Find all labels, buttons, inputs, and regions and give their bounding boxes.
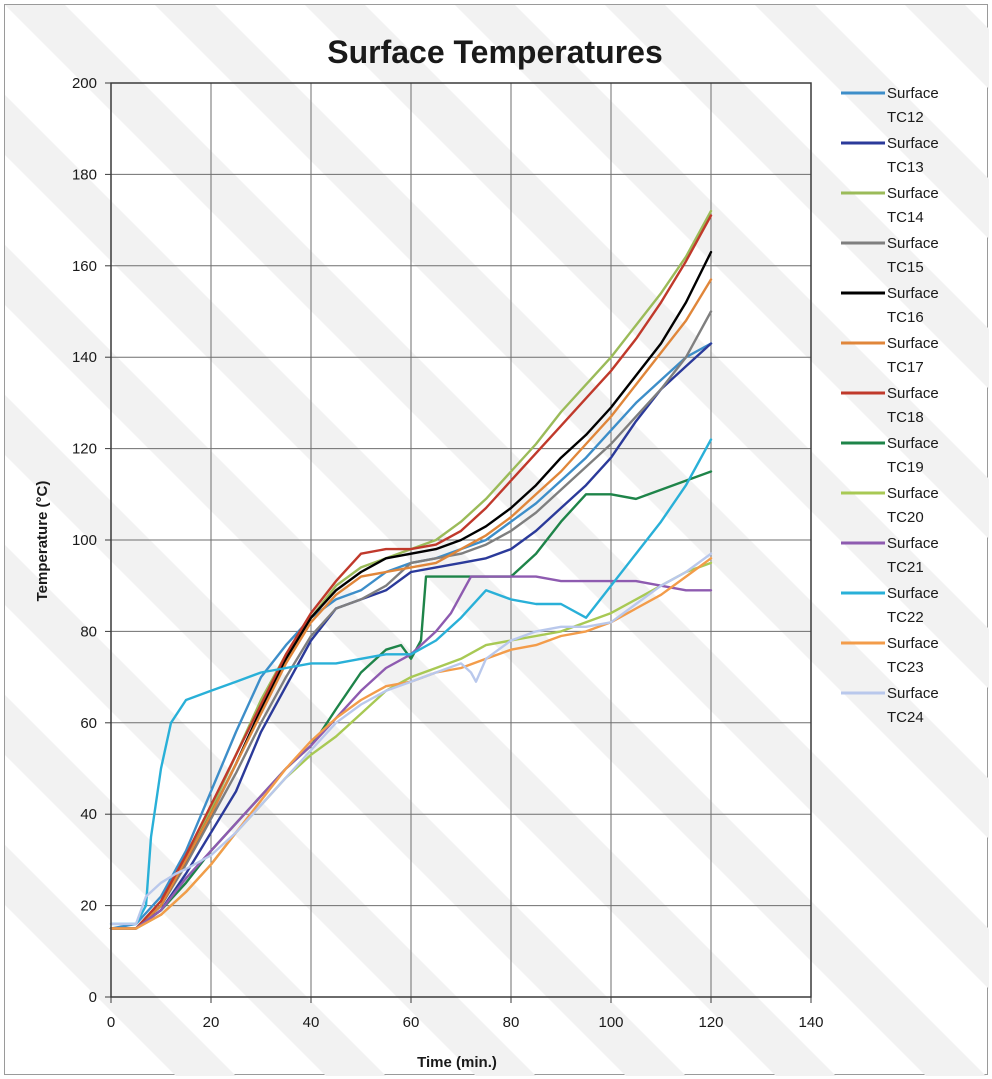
watermark-band <box>5 245 836 1076</box>
x-tick-label: 60 <box>403 1014 420 1031</box>
series-line-surface-tc22 <box>109 438 713 926</box>
y-tick-label: 80 <box>80 623 97 640</box>
legend-item: Surface TC17 <box>841 335 939 376</box>
y-tick-label: 40 <box>80 806 97 823</box>
series-line-surface-tc24 <box>109 552 713 926</box>
y-tick-labels: 0 20 40 60 80 100 120 140 160 180 200 <box>72 75 97 1006</box>
x-axis-label: Time (min.) <box>417 1054 497 1071</box>
legend-label: Surface TC24 <box>887 685 939 726</box>
watermark-band <box>5 95 986 1076</box>
y-tick-label: 0 <box>89 989 97 1006</box>
chart-title: Surface Temperatures <box>327 34 663 70</box>
line-chart: Surface Temperatures Time (min.) Tempera… <box>34 34 939 1071</box>
legend-item: Surface TC24 <box>841 685 939 726</box>
legend-label: Surface TC21 <box>887 535 939 576</box>
axes <box>105 82 812 1003</box>
legend: Surface TC12 Surface TC13 Surface TC14 Surface… <box>841 85 939 726</box>
legend-item: Surface TC12 <box>841 85 939 126</box>
legend-label: Surface TC17 <box>887 335 939 376</box>
y-tick-label: 200 <box>72 75 97 92</box>
x-tick-label: 20 <box>203 1014 220 1031</box>
legend-label: Surface TC18 <box>887 385 939 426</box>
y-tick-label: 60 <box>80 715 97 732</box>
legend-item: Surface TC14 <box>841 185 939 226</box>
watermark-band <box>5 545 536 1076</box>
y-tick-label: 140 <box>72 349 97 366</box>
series-line-surface-tc18 <box>109 214 713 930</box>
y-axis-label: Temperature (°C) <box>34 481 51 602</box>
legend-label: Surface TC16 <box>887 285 939 326</box>
legend-label: Surface TC20 <box>887 485 939 526</box>
x-tick-label: 40 <box>303 1014 320 1031</box>
series-line-surface-tc21 <box>109 575 713 930</box>
legend-label: Surface TC19 <box>887 435 939 476</box>
legend-label: Surface TC12 <box>887 85 939 126</box>
y-tick-label: 120 <box>72 441 97 458</box>
legend-label: Surface TC13 <box>887 135 939 176</box>
legend-item: Surface TC21 <box>841 535 939 576</box>
watermark-band <box>5 845 236 1076</box>
x-tick-label: 120 <box>698 1014 723 1031</box>
watermark-band <box>755 5 989 239</box>
y-tick-label: 100 <box>72 532 97 549</box>
series-line-surface-tc13 <box>109 342 713 930</box>
x-tick-label: 140 <box>798 1014 823 1031</box>
legend-item: Surface TC19 <box>841 435 939 476</box>
x-tick-labels: 0 20 40 60 80 100 120 140 <box>107 1014 824 1031</box>
watermark-band <box>905 5 989 90</box>
chart-frame: Surface Temperatures Time (min.) Tempera… <box>4 4 989 1076</box>
legend-item: Surface TC13 <box>841 135 939 176</box>
y-tick-label: 180 <box>72 166 97 183</box>
legend-label: Surface TC23 <box>887 635 939 676</box>
watermark-band <box>5 695 386 1076</box>
y-tick-label: 20 <box>80 898 97 915</box>
watermark-band <box>605 5 989 389</box>
legend-label: Surface TC15 <box>887 235 939 276</box>
legend-item: Surface TC18 <box>841 385 939 426</box>
legend-item: Surface TC23 <box>841 635 939 676</box>
series-lines <box>109 209 713 930</box>
series-line-surface-tc15 <box>109 310 713 930</box>
x-tick-label: 80 <box>503 1014 520 1031</box>
legend-item: Surface TC20 <box>841 485 939 526</box>
legend-item: Surface TC22 <box>841 585 939 626</box>
legend-item: Surface TC15 <box>841 235 939 276</box>
watermark-band <box>455 5 989 539</box>
y-tick-label: 160 <box>72 258 97 275</box>
series-line-surface-tc17 <box>109 278 713 930</box>
watermark-band <box>305 5 989 689</box>
x-tick-label: 0 <box>107 1014 115 1031</box>
watermark-band <box>155 5 989 839</box>
legend-label: Surface TC14 <box>887 185 939 226</box>
legend-label: Surface TC22 <box>887 585 939 626</box>
x-tick-label: 100 <box>598 1014 623 1031</box>
legend-item: Surface TC16 <box>841 285 939 326</box>
